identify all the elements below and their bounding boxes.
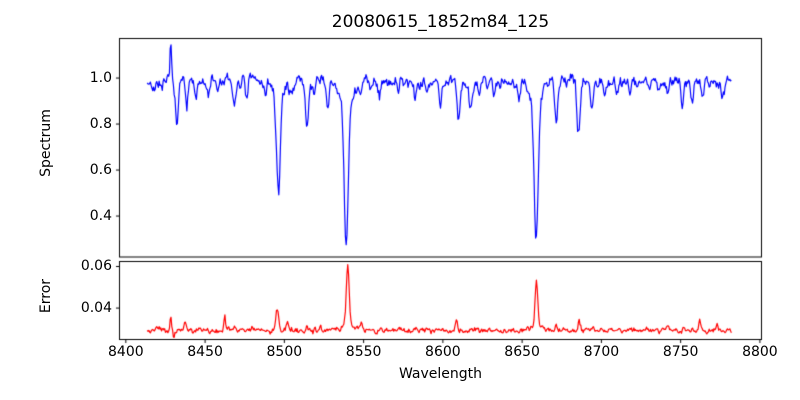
y-tick-label-error: 0.04	[80, 300, 112, 317]
x-tick-label: 8600	[425, 344, 461, 360]
x-tick-label: 8500	[266, 344, 303, 360]
y-tick-label-spectrum: 0.8	[89, 116, 112, 133]
x-tick-label: 8800	[742, 344, 778, 360]
x-tick-label: 8550	[345, 344, 382, 360]
y-tick-label-spectrum: 1.0	[89, 70, 112, 87]
x-tick-label: 8650	[504, 344, 540, 360]
y-tick-label-error: 0.06	[80, 258, 112, 275]
x-tick-label: 8450	[187, 344, 223, 360]
x-axis-label: Wavelength	[398, 366, 483, 382]
y-tick-label-spectrum: 0.4	[89, 208, 112, 225]
x-tick-label: 8400	[108, 344, 144, 360]
y-tick-label-spectrum: 0.6	[89, 162, 112, 179]
x-tick-label: 8700	[583, 344, 620, 360]
x-tick-label: 8750	[662, 344, 699, 360]
